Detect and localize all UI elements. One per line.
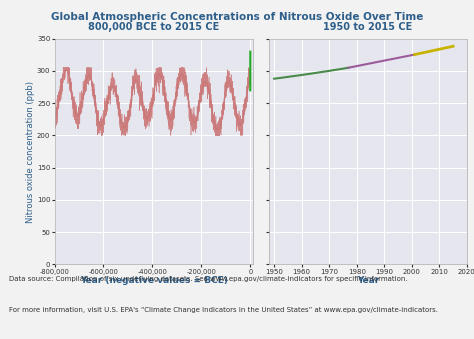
X-axis label: Year (negative values = BCE): Year (negative values = BCE) [80, 276, 228, 285]
Text: Global Atmospheric Concentrations of Nitrous Oxide Over Time: Global Atmospheric Concentrations of Nit… [51, 12, 423, 22]
Text: For more information, visit U.S. EPA's “Climate Change Indicators in the United : For more information, visit U.S. EPA's “… [9, 307, 438, 313]
X-axis label: Year: Year [356, 276, 379, 285]
Y-axis label: Nitrous oxide concentration (ppb): Nitrous oxide concentration (ppb) [27, 81, 36, 223]
Text: 800,000 BCE to 2015 CE: 800,000 BCE to 2015 CE [88, 22, 219, 32]
Text: Data source: Compilation of six underlying datasets. See www.epa.gov/climate-ind: Data source: Compilation of six underlyi… [9, 276, 408, 282]
Text: 1950 to 2015 CE: 1950 to 2015 CE [323, 22, 412, 32]
